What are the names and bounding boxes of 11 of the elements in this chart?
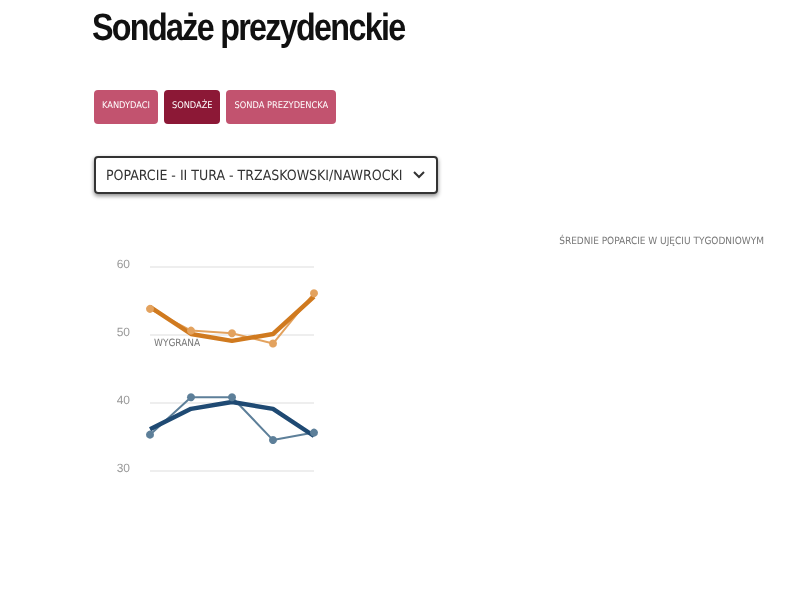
point xyxy=(146,430,154,439)
point xyxy=(310,428,318,437)
point xyxy=(187,326,195,335)
point xyxy=(269,436,277,445)
point xyxy=(187,393,195,402)
point xyxy=(228,393,236,402)
point xyxy=(310,289,318,298)
point xyxy=(228,329,236,338)
point xyxy=(146,304,154,313)
chart-title: Sondaże prezydenckie xyxy=(92,8,405,52)
point xyxy=(269,339,277,348)
